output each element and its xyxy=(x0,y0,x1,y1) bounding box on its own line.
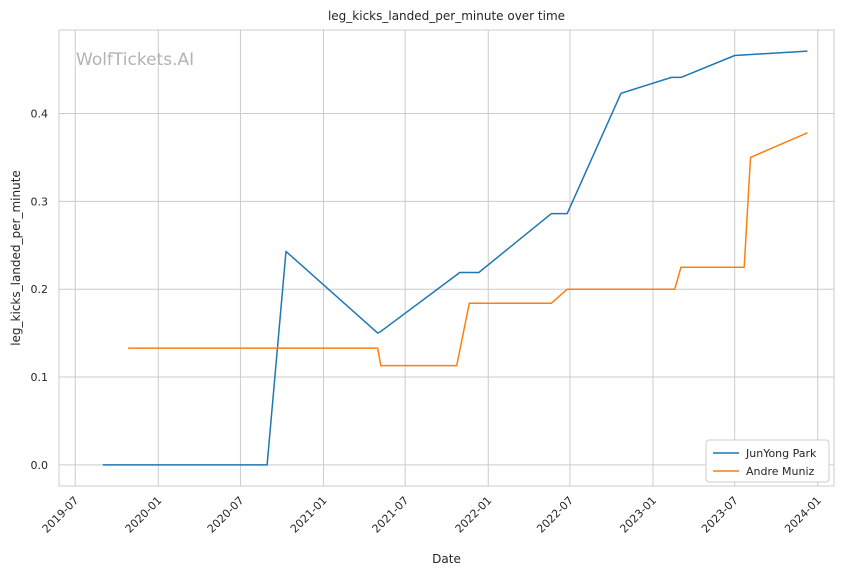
chart-title: leg_kicks_landed_per_minute over time xyxy=(328,9,565,23)
series-lines xyxy=(102,50,808,466)
x-axis-label: Date xyxy=(432,552,461,566)
legend: JunYong Park Andre Muniz xyxy=(705,439,830,483)
y-tick-label: 0.2 xyxy=(31,283,49,296)
y-tick-label: 0.4 xyxy=(31,107,49,120)
series-line-andre-muniz xyxy=(128,132,808,367)
y-tick-label: 0.1 xyxy=(31,371,49,384)
grid xyxy=(59,30,834,486)
legend-label-andre-muniz: Andre Muniz xyxy=(746,465,815,478)
series-line-junyong-park xyxy=(102,50,808,466)
watermark: WolfTickets.AI xyxy=(76,50,194,70)
plot-frame xyxy=(58,29,835,487)
plot-area xyxy=(59,30,834,486)
legend-label-junyong-park: JunYong Park xyxy=(745,447,817,460)
y-tick-label: 0.0 xyxy=(31,459,49,472)
y-tick-label: 0.3 xyxy=(31,195,49,208)
y-axis-label: leg_kicks_landed_per_minute xyxy=(9,170,23,346)
